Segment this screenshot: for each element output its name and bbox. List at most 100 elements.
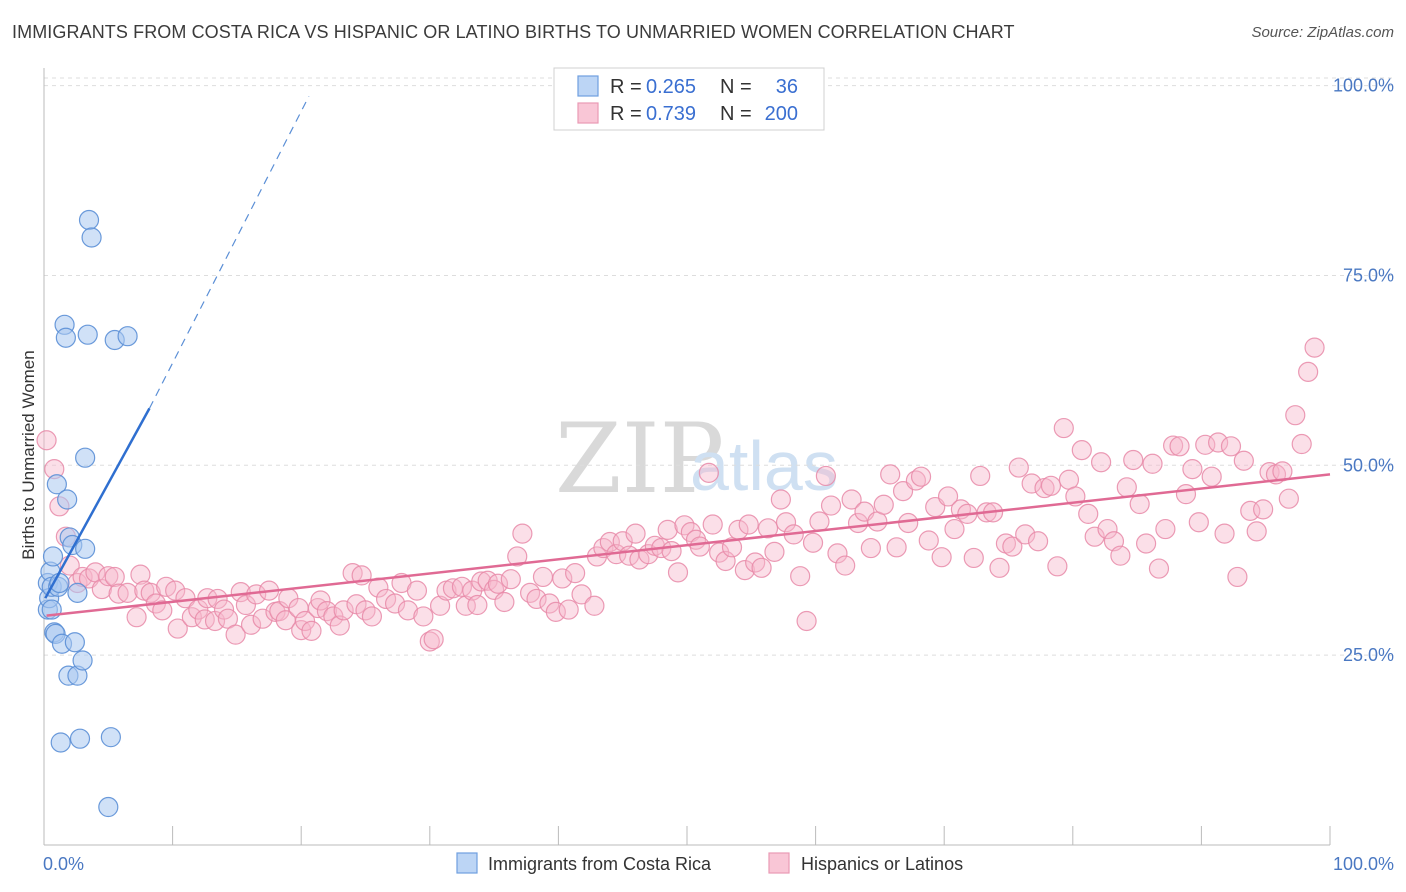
hispanics-point-181 xyxy=(1148,558,1170,579)
legend-r-value-2: 0.739 xyxy=(646,103,696,125)
hispanics-point-37 xyxy=(252,608,273,629)
hispanics-point-114 xyxy=(721,537,743,558)
bottom-legend-swatch-pink xyxy=(768,852,790,874)
hispanics-point-56 xyxy=(355,600,376,621)
hispanics-point-202 xyxy=(1285,405,1306,426)
hispanics-point-177 xyxy=(1123,449,1144,471)
hispanics-point-147 xyxy=(931,547,952,568)
hispanics-point-14 xyxy=(126,607,147,628)
legend-n-value-2: 200 xyxy=(765,103,798,125)
hispanics-point-183 xyxy=(1163,435,1184,456)
costa-rica-point-20 xyxy=(64,632,85,653)
hispanics-point-19 xyxy=(152,600,173,621)
hispanics-point-189 xyxy=(1201,466,1222,487)
legend-swatch-blue xyxy=(577,75,599,97)
hispanics-point-175 xyxy=(1110,545,1131,566)
hispanics-point-86 xyxy=(545,601,566,622)
x-tick-label-0: 0.0% xyxy=(43,854,84,874)
y-tick-label-50: 50.0% xyxy=(1343,455,1394,475)
hispanics-point-11 xyxy=(104,566,125,588)
hispanics-point-145 xyxy=(918,530,939,551)
hispanics-point-57 xyxy=(361,606,383,627)
hispanics-point-118 xyxy=(745,552,766,573)
hispanics-point-203 xyxy=(1291,433,1312,455)
hispanics-point-176 xyxy=(1116,477,1137,498)
hispanics-point-165 xyxy=(1047,556,1068,577)
hispanics-point-159 xyxy=(1008,457,1029,478)
hispanics-point-182 xyxy=(1155,518,1176,540)
costa-rica-point-31 xyxy=(100,727,121,748)
watermark-zip: ZIP xyxy=(555,403,724,515)
legend-r-label-2: R = xyxy=(610,103,642,125)
hispanics-point-10 xyxy=(98,566,119,587)
hispanics-point-194 xyxy=(1233,450,1254,471)
hispanics-point-187 xyxy=(1188,512,1209,533)
costa-rica-point-33 xyxy=(117,326,138,347)
hispanics-point-26 xyxy=(194,609,215,630)
hispanics-point-130 xyxy=(820,495,842,516)
hispanics-point-180 xyxy=(1142,453,1163,474)
hispanics-point-204 xyxy=(1298,361,1319,382)
hispanics-point-148 xyxy=(937,486,959,507)
hispanics-point-149 xyxy=(944,518,965,540)
hispanics-point-22 xyxy=(167,618,188,639)
y-tick-label-100: 100.0% xyxy=(1333,76,1394,96)
hispanics-point-153 xyxy=(970,465,991,487)
hispanics-point-201 xyxy=(1278,488,1299,509)
hispanics-point-45 xyxy=(294,610,316,632)
hispanics-point-84 xyxy=(532,566,554,588)
hispanics-point-129 xyxy=(815,465,836,487)
hispanics-point-185 xyxy=(1175,484,1197,505)
bottom-legend-label-1: Immigrants from Costa Rica xyxy=(488,854,712,874)
hispanics-point-77 xyxy=(487,573,509,594)
hispanics-point-91 xyxy=(584,595,605,616)
hispanics-point-67 xyxy=(429,595,451,616)
hispanics-point-117 xyxy=(738,514,759,535)
trend-lines xyxy=(44,95,1331,617)
hispanics-point-119 xyxy=(751,557,772,578)
hispanics-point-112 xyxy=(709,542,730,563)
hispanics-point-195 xyxy=(1240,500,1261,521)
costa-rica-point-30 xyxy=(98,796,119,818)
hispanics-point-109 xyxy=(689,536,710,557)
hispanics-point-128 xyxy=(809,511,830,532)
costa-rica-trend-extension xyxy=(148,95,310,409)
series-hispanics-points xyxy=(36,337,1325,652)
hispanics-point-120 xyxy=(757,518,779,539)
hispanics-point-184 xyxy=(1169,436,1190,457)
chart-title: IMMIGRANTS FROM COSTA RICA VS HISPANIC O… xyxy=(12,22,1015,42)
hispanics-point-9 xyxy=(91,578,112,600)
hispanics-point-127 xyxy=(802,532,824,553)
hispanics-point-83 xyxy=(526,588,547,610)
hispanics-point-126 xyxy=(796,610,817,632)
hispanics-point-131 xyxy=(827,543,848,564)
hispanics-point-66 xyxy=(423,629,444,650)
costa-rica-point-28 xyxy=(78,209,100,231)
hispanics-point-191 xyxy=(1214,523,1235,544)
hispanics-point-138 xyxy=(873,494,894,515)
hispanics-point-82 xyxy=(520,582,541,603)
hispanics-point-160 xyxy=(1015,524,1036,545)
hispanics-point-179 xyxy=(1136,533,1157,554)
hispanics-point-52 xyxy=(333,600,354,621)
hispanics-point-152 xyxy=(963,547,984,569)
y-axis-label: Births to Unmarried Women xyxy=(19,350,38,559)
hispanics-point-193 xyxy=(1227,566,1248,588)
hispanics-point-105 xyxy=(667,562,689,583)
costa-rica-point-22 xyxy=(67,582,88,603)
legend-r-label-1: R = xyxy=(610,76,642,98)
hispanics-point-79 xyxy=(500,569,521,590)
hispanics-point-110 xyxy=(698,462,719,483)
hispanics-point-70 xyxy=(451,576,473,597)
hispanics-point-51 xyxy=(329,615,350,636)
hispanics-point-169 xyxy=(1071,440,1092,461)
costa-rica-point-6 xyxy=(42,546,64,567)
costa-rica-point-29 xyxy=(81,227,102,248)
hispanics-point-156 xyxy=(989,557,1010,578)
legend-r-value-1: 0.265 xyxy=(646,76,696,98)
hispanics-point-162 xyxy=(1027,531,1049,552)
hispanics-point-196 xyxy=(1246,521,1267,542)
hispanics-point-173 xyxy=(1097,518,1118,540)
legend-frame xyxy=(553,67,825,131)
